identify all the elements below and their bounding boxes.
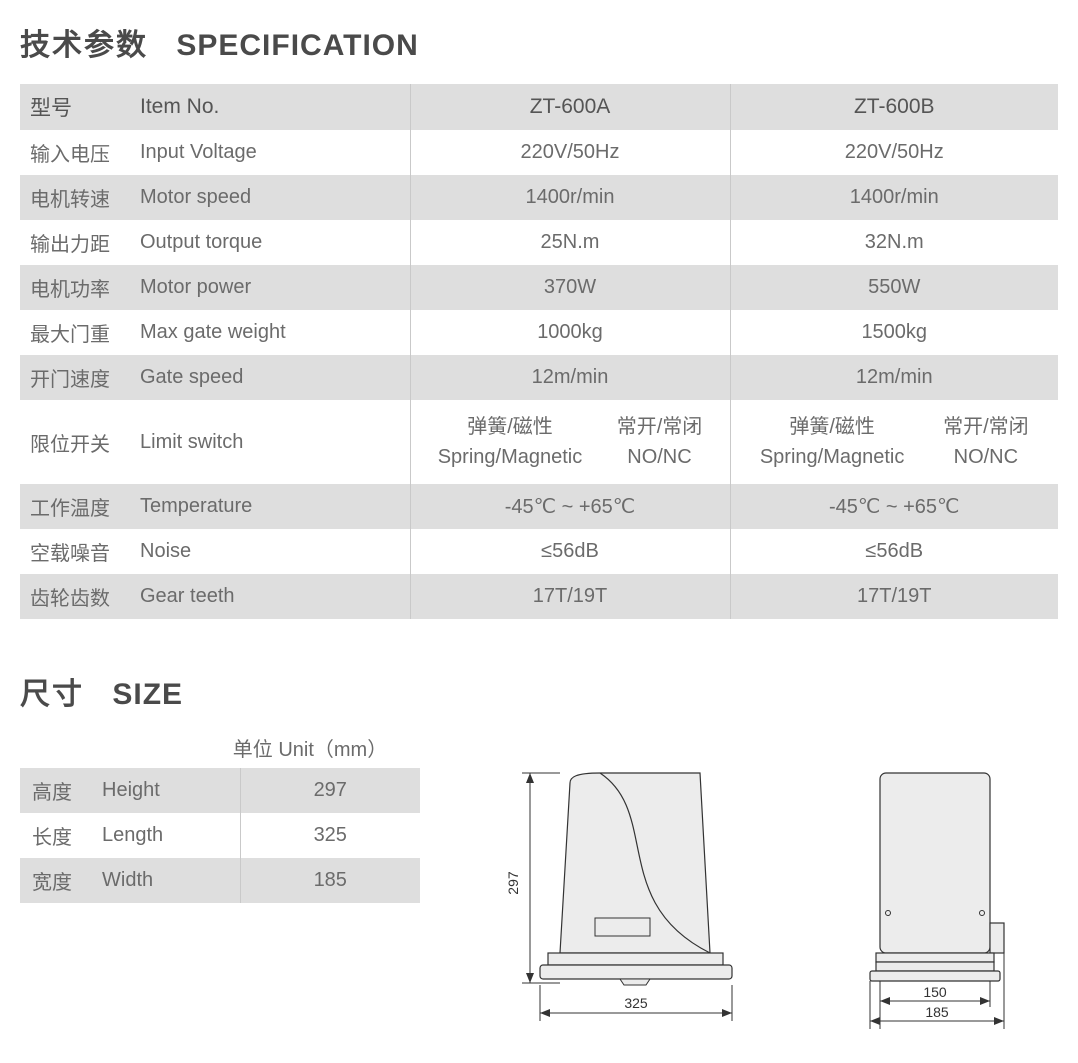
limit-nonc-en: NO/NC (943, 442, 1029, 472)
limit-spring-cn: 弹簧/磁性 (438, 412, 583, 442)
spec-row: 开门速度Gate speed12m/min12m/min (20, 355, 1058, 400)
size-en: Length (90, 813, 240, 858)
hdr-a: ZT-600A (410, 84, 730, 130)
spec-b: 550W (730, 265, 1058, 310)
limit-spring-en: Spring/Magnetic (760, 442, 905, 472)
spec-en: Noise (130, 529, 410, 574)
spec-b: 17T/19T (730, 574, 1058, 619)
size-cn: 宽度 (20, 858, 90, 903)
size-title-cn: 尺寸 (20, 678, 84, 711)
spec-cn: 工作温度 (20, 484, 130, 529)
spec-row: 齿轮齿数Gear teeth17T/19T17T/19T (20, 574, 1058, 619)
spec-row: 最大门重Max gate weight1000kg1500kg (20, 310, 1058, 355)
spec-b: 12m/min (730, 355, 1058, 400)
unit-label: 单位 Unit（mm） (20, 733, 420, 762)
limit-spring-en: Spring/Magnetic (438, 442, 583, 472)
spec-cn: 电机转速 (20, 175, 130, 220)
size-val: 185 (240, 858, 420, 903)
limit-nonc-cn: 常开/常闭 (943, 412, 1029, 442)
spec-en: Input Voltage (130, 130, 410, 175)
spec-b: -45℃ ~ +65℃ (730, 484, 1058, 529)
spec-cn: 齿轮齿数 (20, 574, 130, 619)
dim-length: 325 (624, 995, 648, 1011)
limit-nonc: 常开/常闭NO/NC (617, 412, 703, 472)
limit-spring: 弹簧/磁性Spring/Magnetic (438, 412, 583, 472)
diagram-area: 297 325 (500, 733, 1040, 1043)
size-row: 高度Height297 (20, 768, 420, 813)
spec-a: 370W (410, 265, 730, 310)
limit-cell: 弹簧/磁性Spring/Magnetic 常开/常闭NO/NC (421, 408, 720, 476)
size-val: 297 (240, 768, 420, 813)
spec-cn: 开门速度 (20, 355, 130, 400)
spec-en: Max gate weight (130, 310, 410, 355)
spec-a: 12m/min (410, 355, 730, 400)
spec-b: 1500kg (730, 310, 1058, 355)
limit-cell: 弹簧/磁性Spring/Magnetic 常开/常闭NO/NC (741, 408, 1049, 476)
limit-nonc-en: NO/NC (617, 442, 703, 472)
spec-row: 电机功率Motor power370W550W (20, 265, 1058, 310)
hdr-cn: 型号 (20, 84, 130, 130)
limit-cn: 限位开关 (20, 400, 130, 484)
spec-title: 技术参数 SPECIFICATION (20, 20, 1058, 64)
spec-a: 1000kg (410, 310, 730, 355)
spec-b: ≤56dB (730, 529, 1058, 574)
spec-en: Motor speed (130, 175, 410, 220)
dim-height: 297 (505, 871, 521, 895)
spec-row: 空载噪音Noise≤56dB≤56dB (20, 529, 1058, 574)
size-en: Height (90, 768, 240, 813)
spec-row-limit: 限位开关Limit switch弹簧/磁性Spring/Magnetic常开/常… (20, 400, 1058, 484)
spec-cn: 空载噪音 (20, 529, 130, 574)
size-row: 宽度Width185 (20, 858, 420, 903)
spec-title-en: SPECIFICATION (176, 29, 418, 62)
spec-row: 输入电压Input Voltage220V/50Hz220V/50Hz (20, 130, 1058, 175)
spec-a: -45℃ ~ +65℃ (410, 484, 730, 529)
size-en: Width (90, 858, 240, 903)
size-cn: 高度 (20, 768, 90, 813)
spec-title-cn: 技术参数 (20, 29, 148, 62)
size-table: 高度Height297长度Length325宽度Width185 (20, 768, 420, 903)
spec-cn: 电机功率 (20, 265, 130, 310)
size-section: 单位 Unit（mm） 高度Height297长度Length325宽度Widt… (20, 733, 1058, 1043)
hdr-b: ZT-600B (730, 84, 1058, 130)
limit-nonc: 常开/常闭NO/NC (943, 412, 1029, 472)
limit-en: Limit switch (130, 400, 410, 484)
spec-en: Output torque (130, 220, 410, 265)
spec-table: 型号Item No.ZT-600AZT-600B输入电压Input Voltag… (20, 84, 1058, 619)
spec-en: Gear teeth (130, 574, 410, 619)
size-title: 尺寸 SIZE (20, 669, 1058, 713)
size-row: 长度Length325 (20, 813, 420, 858)
dim-inner: 150 (923, 984, 947, 1000)
spec-row: 电机转速Motor speed1400r/min1400r/min (20, 175, 1058, 220)
size-cn: 长度 (20, 813, 90, 858)
spec-b: 1400r/min (730, 175, 1058, 220)
spec-row: 工作温度Temperature-45℃ ~ +65℃-45℃ ~ +65℃ (20, 484, 1058, 529)
size-title-en: SIZE (112, 678, 183, 711)
spec-b: 32N.m (730, 220, 1058, 265)
spec-a: 25N.m (410, 220, 730, 265)
limit-spring-cn: 弹簧/磁性 (760, 412, 905, 442)
limit-spring: 弹簧/磁性Spring/Magnetic (760, 412, 905, 472)
size-val: 325 (240, 813, 420, 858)
spec-cn: 最大门重 (20, 310, 130, 355)
limit-a: 弹簧/磁性Spring/Magnetic 常开/常闭NO/NC (410, 400, 730, 484)
diagram-front: 297 325 (500, 753, 800, 1043)
spec-a: 1400r/min (410, 175, 730, 220)
spec-en: Motor power (130, 265, 410, 310)
limit-b: 弹簧/磁性Spring/Magnetic 常开/常闭NO/NC (730, 400, 1058, 484)
hdr-en: Item No. (130, 84, 410, 130)
size-table-wrap: 单位 Unit（mm） 高度Height297长度Length325宽度Widt… (20, 733, 420, 903)
limit-nonc-cn: 常开/常闭 (617, 412, 703, 442)
diagram-side: 150 185 (840, 753, 1040, 1043)
dim-outer: 185 (925, 1004, 949, 1020)
spec-en: Gate speed (130, 355, 410, 400)
spec-a: ≤56dB (410, 529, 730, 574)
spec-header-row: 型号Item No.ZT-600AZT-600B (20, 84, 1058, 130)
spec-cn: 输入电压 (20, 130, 130, 175)
spec-a: 17T/19T (410, 574, 730, 619)
spec-row: 输出力距Output torque25N.m32N.m (20, 220, 1058, 265)
spec-b: 220V/50Hz (730, 130, 1058, 175)
spec-en: Temperature (130, 484, 410, 529)
spec-a: 220V/50Hz (410, 130, 730, 175)
spec-cn: 输出力距 (20, 220, 130, 265)
